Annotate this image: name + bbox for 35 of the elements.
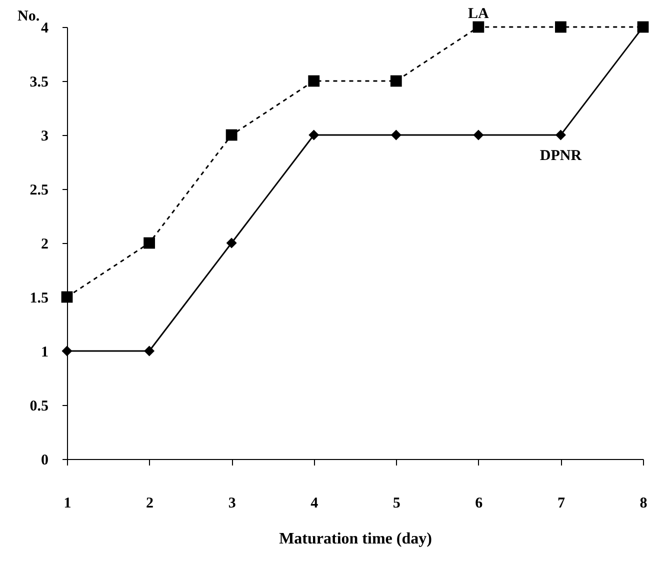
x-tick-label: 2 — [146, 496, 154, 512]
point — [308, 75, 320, 87]
point — [144, 346, 155, 356]
x-tick-label: 8 — [640, 496, 648, 512]
x-tick-label: 1 — [64, 496, 72, 512]
point — [144, 237, 155, 249]
y-tick-label: 3 — [41, 128, 48, 144]
x-tick-label: 7 — [557, 496, 566, 512]
point — [555, 21, 566, 33]
point — [473, 130, 484, 140]
point — [226, 129, 238, 141]
y-tick-label: 3.5 — [30, 74, 48, 90]
y-tick-label: 0.5 — [30, 398, 48, 414]
point — [472, 21, 484, 33]
point — [226, 238, 237, 248]
x-axis-title: Maturation time (day) — [279, 530, 432, 548]
point — [308, 130, 320, 140]
y-tick-label: 1 — [41, 344, 48, 360]
point — [61, 291, 73, 303]
y-tick-label: 2.5 — [30, 182, 48, 198]
point — [390, 75, 402, 87]
series-label: LA — [468, 6, 490, 22]
x-tick-label: 5 — [392, 496, 400, 512]
y-tick-label: 0 — [41, 452, 48, 468]
x-tick-label: 6 — [475, 496, 484, 512]
x-tick-label: 3 — [228, 496, 236, 512]
point — [555, 130, 566, 140]
y-axis-title: No. — [18, 8, 40, 24]
y-tick-label: 4 — [41, 20, 49, 36]
point — [390, 130, 402, 140]
x-tick-label: 4 — [310, 496, 319, 512]
y-tick-label: 1.5 — [30, 290, 48, 306]
y-tick-label: 2 — [41, 236, 48, 252]
series-label: DPNR — [540, 148, 582, 164]
point — [62, 346, 72, 356]
